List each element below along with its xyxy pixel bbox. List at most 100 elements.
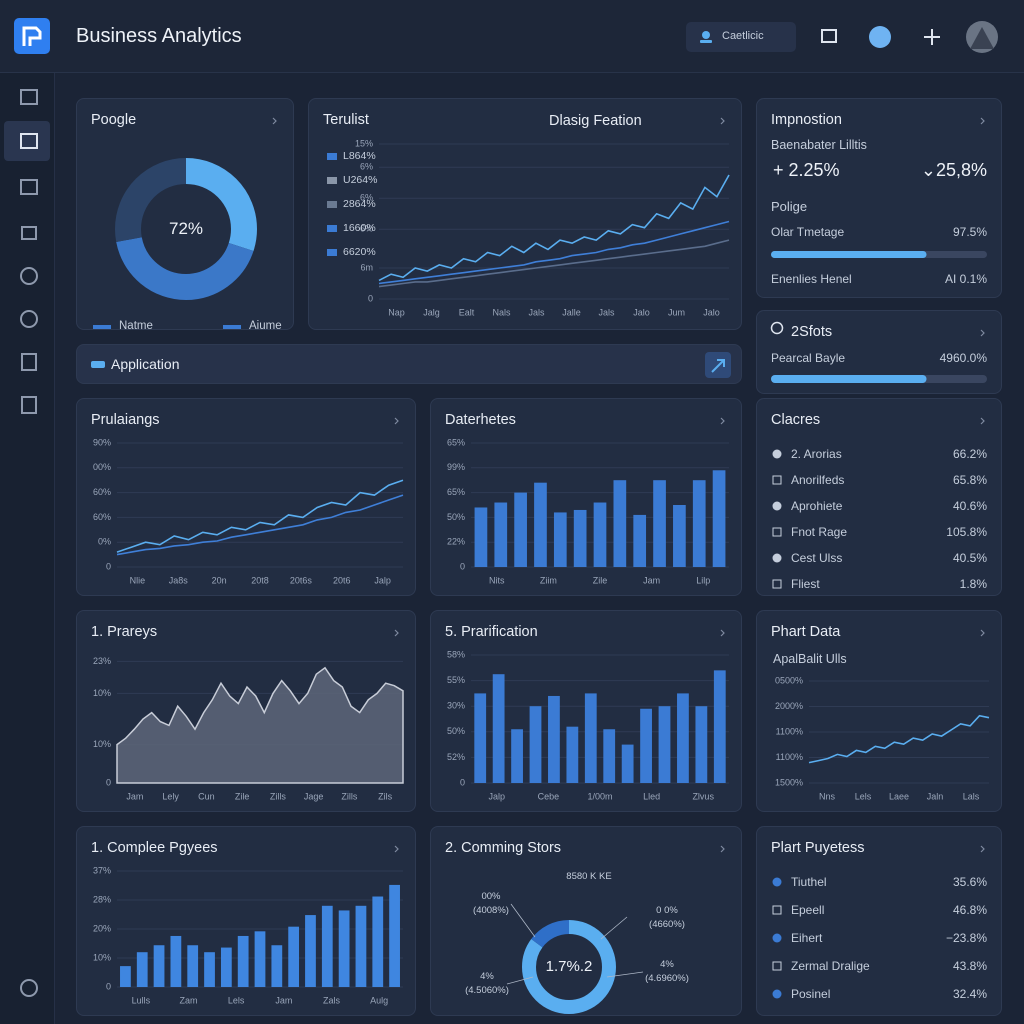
banner-title: Application: [111, 356, 180, 372]
x-tick-label: Nlie: [130, 575, 146, 585]
x-tick-label: Zile: [593, 575, 608, 585]
search-box[interactable]: Caetlicic: [686, 22, 796, 52]
panel: 0 0% 60% 60% 00% 90% Nlie Ja8s 20n 20t8 20t6s 20t6 J…: [76, 398, 416, 596]
x-tick-label: Jam: [275, 995, 292, 1005]
annotation: 4%: [480, 971, 494, 982]
legend-label: 6620%: [343, 246, 376, 258]
row-value: 46.8%: [952, 903, 987, 917]
y-tick-label: 00%: [93, 462, 111, 472]
bar: [271, 945, 283, 987]
x-tick-label: Lilp: [696, 575, 710, 585]
x-tick-label: Jalo: [703, 307, 720, 317]
y-tick-label: 50%: [447, 512, 465, 522]
sidebar-icons[interactable]: [0, 73, 54, 1024]
panel-title: Impnostion: [771, 112, 842, 128]
connector: [510, 903, 536, 938]
row-value: 35.6%: [952, 875, 987, 889]
row-icon: [772, 961, 782, 971]
panel: Application: [76, 344, 742, 384]
row-value: 40.6%: [952, 499, 987, 513]
panel-graphic: 0 10% 20% 28% 37% Lulls Zam Lels Jam Zals Aulg: [93, 845, 403, 1005]
progress-fill: [771, 251, 927, 258]
x-tick-label: Ealt: [459, 307, 475, 317]
x-tick-label: Zile: [235, 791, 250, 801]
row-value: 1.8%: [959, 577, 987, 591]
chevron: [980, 845, 985, 853]
bar: [136, 952, 148, 987]
row-label: Posinel: [791, 987, 831, 1001]
x-tick-label: Jage: [304, 791, 324, 801]
panel-title: Daterhetes: [445, 412, 516, 428]
x-tick-label: Jam: [643, 575, 660, 585]
line: [808, 714, 990, 764]
bar: [621, 744, 634, 783]
row-icon: [772, 527, 782, 537]
y-tick-label: 0: [460, 561, 465, 571]
chevron: [980, 629, 985, 637]
x-tick-label: Zals: [323, 995, 341, 1005]
x-tick-label: Nals: [492, 307, 511, 317]
x-tick-label: Ziim: [540, 575, 557, 585]
annotation: (4.5060%): [465, 985, 509, 996]
row-label: Pearcal Bayle: [771, 351, 846, 365]
line: [116, 494, 404, 556]
bar: [584, 693, 597, 783]
row-icon: [772, 553, 782, 563]
chevron: [720, 845, 725, 853]
bar: [372, 896, 384, 987]
chevron: [720, 117, 725, 125]
x-tick-label: Aulg: [370, 995, 388, 1005]
panel-graphic: 0 10% 10% 23% Jam Lely Cun Zile Zills Jage Zills Zi…: [93, 629, 404, 801]
bar: [474, 507, 488, 567]
kpi: + 2.25%: [773, 160, 840, 180]
header-icons[interactable]: [812, 17, 1012, 57]
y-tick-label: 6%: [360, 193, 373, 203]
chevron: [980, 417, 985, 425]
row-label: Tiuthel: [791, 875, 827, 889]
line: [378, 174, 730, 282]
bar: [712, 470, 726, 567]
legend-label: L864%: [343, 150, 376, 162]
panel-graphic: [93, 117, 277, 329]
bar: [603, 729, 616, 783]
row-label: Zermal Dralige: [791, 959, 870, 973]
chevron: [394, 629, 399, 637]
row-label: Enenlies Henel: [771, 272, 852, 286]
panel-subtitle: ApalBalit Ulls: [773, 652, 847, 666]
row-value: 43.8%: [952, 959, 987, 973]
connector: [606, 971, 644, 978]
y-tick-label: 6%: [360, 224, 373, 234]
bar: [593, 502, 607, 567]
y-tick-label: 1500%: [775, 777, 803, 787]
x-tick-label: Zils: [378, 791, 392, 801]
bar: [237, 935, 249, 987]
logo[interactable]: [14, 18, 50, 54]
annotation: 00%: [481, 891, 501, 902]
row-value: −23.8%: [945, 931, 987, 945]
annotation: 4%: [660, 959, 674, 970]
bar: [514, 492, 527, 567]
stat-subtitle: Baenabater Lilltis: [771, 138, 867, 152]
y-tick-label: 60%: [93, 512, 111, 522]
chevron: [394, 845, 399, 853]
panel: 0 6m 6% 6% 6% 15% Nap Jalg Ealt Nals Jals Jalle Jals…: [308, 98, 742, 330]
bar: [713, 670, 726, 783]
panel-graphic: [772, 417, 985, 589]
bar: [695, 706, 708, 783]
y-tick-label: 6m: [360, 262, 373, 272]
connector: [600, 916, 628, 940]
x-tick-label: Laee: [889, 791, 909, 801]
row-icon: [772, 501, 782, 511]
y-tick-label: 55%: [447, 675, 465, 685]
x-tick-label: 20t8: [251, 575, 269, 585]
x-tick-label: 20n: [212, 575, 227, 585]
x-tick-label: Jalle: [562, 307, 581, 317]
row-value: 97.5%: [952, 225, 987, 239]
annotation: (4.6960%): [645, 973, 689, 984]
row-value: 66.2%: [952, 447, 987, 461]
panel-title: 5. Prarification: [445, 624, 538, 640]
legend-swatch: [93, 325, 111, 329]
chevron: [272, 117, 277, 125]
x-tick-label: Lely: [162, 791, 179, 801]
y-tick-label: 0: [106, 981, 111, 991]
